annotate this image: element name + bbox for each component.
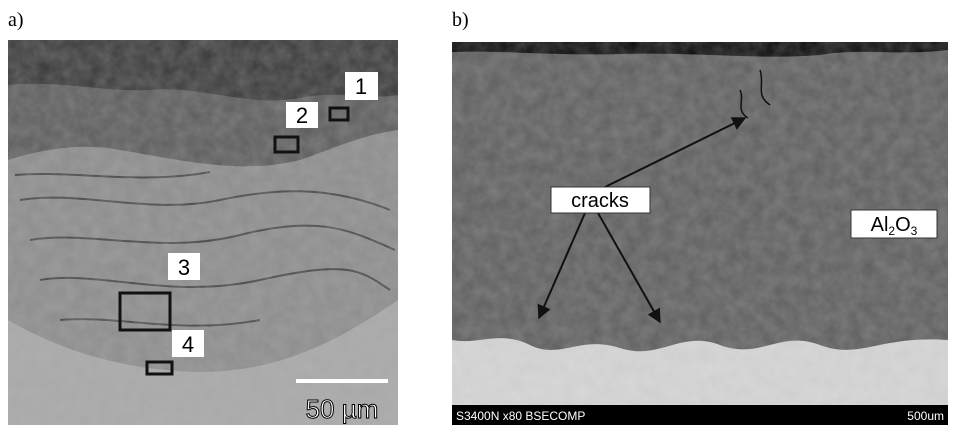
region-marker: 2 [296, 103, 308, 128]
annotation: cracks [571, 190, 629, 212]
instrument-info: S3400N x80 BSECOMP [456, 409, 585, 423]
micrograph-b: S3400N x80 BSECOMP 500um cracks Al2O3 [452, 42, 948, 425]
panel-label: b) [452, 9, 469, 31]
region-marker: 4 [182, 332, 194, 357]
region-marker: 3 [178, 255, 190, 280]
phase-label-part: 3 [911, 224, 918, 238]
phase-label: Al2O3 [871, 214, 918, 238]
micrograph-a: 1 2 3 4 50 µm [8, 40, 398, 425]
scale-bar-label: 50 µm [306, 394, 379, 424]
region-marker: 1 [355, 74, 367, 99]
phase-label-part: 2 [888, 224, 895, 238]
phase-label-part: Al [871, 214, 889, 236]
panel-label: a) [8, 9, 24, 31]
scale-label: 500um [907, 409, 944, 423]
phase-label-part: O [895, 214, 911, 236]
